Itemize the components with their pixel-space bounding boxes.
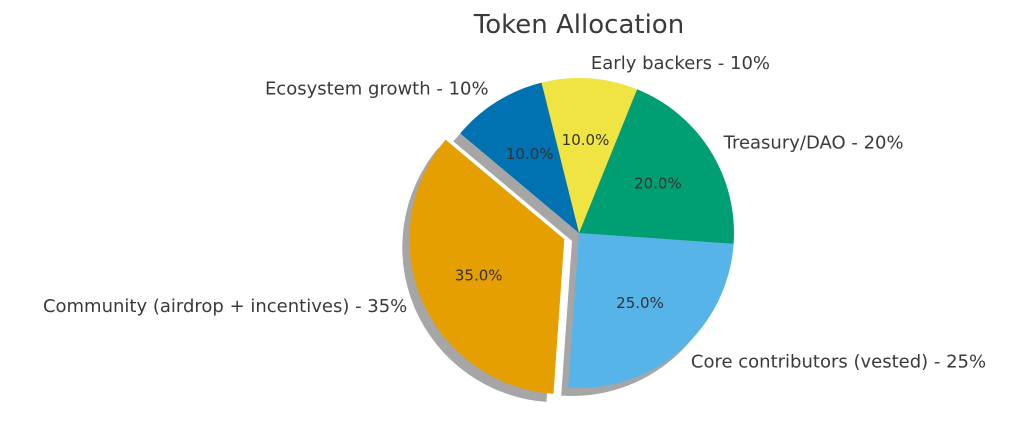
pct-label-community-airdrop-incentives: 35.0% <box>455 267 503 285</box>
slice-ecosystem-growth <box>460 82 579 233</box>
slice-label-core-contributors-vested: Core contributors (vested) - 25% <box>691 352 986 373</box>
pct-label-treasury-dao: 20.0% <box>634 175 682 193</box>
pct-label-ecosystem-growth: 10.0% <box>506 145 554 163</box>
percent-labels: 35.0% 25.0% 20.0% 10.0% 10.0% <box>455 131 682 312</box>
slice-community-airdrop-incentives <box>409 139 565 394</box>
slice-treasury-dao <box>579 89 734 244</box>
slice-core-contributors-vested <box>568 233 734 388</box>
slice-label-community-airdrop-incentives: Community (airdrop + incentives) - 35% <box>43 296 407 317</box>
slice-label-treasury-dao: Treasury/DAO - 20% <box>723 133 904 154</box>
slice-label-ecosystem-growth: Ecosystem growth - 10% <box>265 78 489 99</box>
slice-early-backers <box>541 77 638 233</box>
slice-labels: Community (airdrop + incentives) - 35% Co… <box>43 53 986 373</box>
chart-title: Token Allocation <box>473 10 684 40</box>
pct-label-early-backers: 10.0% <box>562 131 610 149</box>
slice-label-early-backers: Early backers - 10% <box>591 53 770 74</box>
pct-label-core-contributors-vested: 25.0% <box>616 294 664 312</box>
pie-slices <box>409 77 734 394</box>
